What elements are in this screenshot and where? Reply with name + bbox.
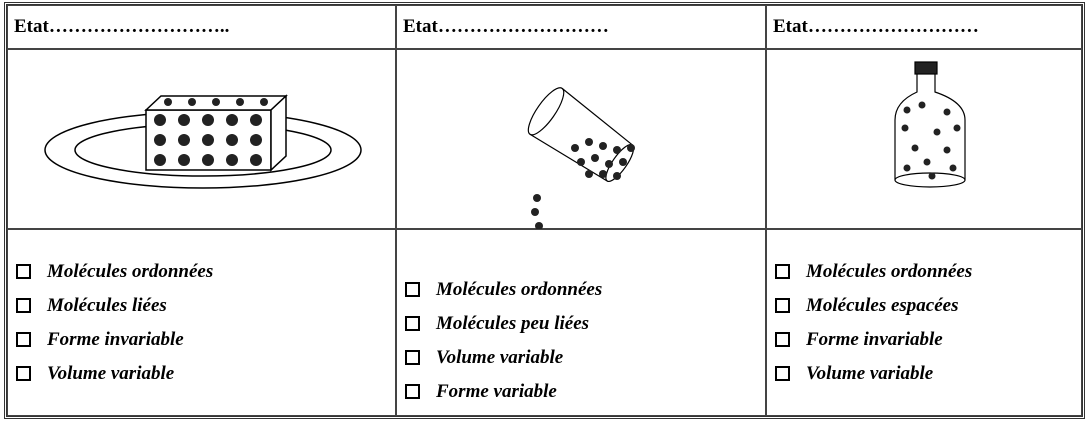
molecule bbox=[613, 172, 621, 180]
molecule bbox=[212, 98, 220, 106]
molecule bbox=[953, 124, 961, 132]
molecule bbox=[533, 194, 541, 202]
checkbox[interactable] bbox=[405, 316, 420, 331]
checkbox[interactable] bbox=[16, 298, 31, 313]
checkbox[interactable] bbox=[775, 366, 790, 381]
gas-illustration bbox=[894, 61, 966, 188]
molecule bbox=[178, 134, 190, 146]
option: Molécules espacées bbox=[775, 289, 1081, 323]
checkbox[interactable] bbox=[405, 384, 420, 399]
molecule bbox=[154, 154, 166, 166]
molecule bbox=[943, 108, 951, 116]
option: Forme invariable bbox=[775, 323, 1081, 357]
molecule bbox=[202, 114, 214, 126]
molecule bbox=[250, 154, 262, 166]
molecule bbox=[154, 134, 166, 146]
checkbox[interactable] bbox=[405, 282, 420, 297]
header-cell: Etat……………………….. bbox=[7, 5, 396, 49]
molecule bbox=[188, 98, 196, 106]
option: Volume variable bbox=[775, 357, 1081, 391]
molecule bbox=[901, 124, 909, 132]
molecule bbox=[613, 146, 621, 154]
option-label: Forme invariable bbox=[47, 328, 184, 350]
molecule bbox=[236, 98, 244, 106]
molecule bbox=[928, 172, 936, 180]
molecule bbox=[250, 114, 262, 126]
option: Volume variable bbox=[16, 357, 395, 391]
molecule bbox=[535, 222, 543, 230]
molecule bbox=[178, 154, 190, 166]
molecule bbox=[226, 134, 238, 146]
option: Volume variable bbox=[405, 341, 765, 375]
molecule bbox=[903, 106, 911, 114]
molecule bbox=[577, 158, 585, 166]
option-label: Volume variable bbox=[436, 346, 564, 368]
molecule bbox=[202, 154, 214, 166]
option-label: Molécules espacées bbox=[806, 294, 959, 316]
option-label: Molécules ordonnées bbox=[436, 278, 603, 300]
molecule bbox=[531, 208, 539, 216]
molecule bbox=[250, 134, 262, 146]
option-label: Molécules ordonnées bbox=[806, 260, 973, 282]
molecule bbox=[605, 160, 613, 168]
option: Forme invariable bbox=[16, 323, 395, 357]
gas-illustration-cell bbox=[766, 49, 1082, 229]
options-cell: Molécules ordonnées Molécules peu liées Vo… bbox=[396, 229, 766, 416]
molecule bbox=[154, 114, 166, 126]
molecule bbox=[226, 114, 238, 126]
liquid-illustration-cell bbox=[396, 49, 766, 230]
solid-illustration bbox=[44, 94, 362, 189]
checkbox[interactable] bbox=[775, 298, 790, 313]
molecule bbox=[911, 144, 919, 152]
molecule bbox=[164, 98, 172, 106]
checkbox[interactable] bbox=[16, 366, 31, 381]
option-label: Volume variable bbox=[47, 362, 175, 384]
checkbox[interactable] bbox=[16, 332, 31, 347]
molecule bbox=[933, 128, 941, 136]
molecule bbox=[226, 154, 238, 166]
molecule bbox=[571, 144, 579, 152]
header-cell: Etat……………………… bbox=[766, 5, 1082, 49]
option: Molécules liées bbox=[16, 289, 395, 323]
molecule bbox=[627, 144, 635, 152]
header-cell: Etat……………………… bbox=[396, 5, 766, 49]
molecule bbox=[918, 101, 926, 109]
options-cell: Molécules ordonnées Molécules liées Forme … bbox=[7, 229, 396, 416]
molecule bbox=[943, 146, 951, 154]
option-label: Molécules liées bbox=[47, 294, 167, 316]
molecule bbox=[619, 158, 627, 166]
option-label: Molécules ordonnées bbox=[47, 260, 214, 282]
option-label: Volume variable bbox=[806, 362, 934, 384]
option: Molécules ordonnées bbox=[16, 255, 395, 289]
molecule bbox=[591, 154, 599, 162]
option: Molécules ordonnées bbox=[775, 255, 1081, 289]
checkbox[interactable] bbox=[16, 264, 31, 279]
molecule bbox=[599, 170, 607, 178]
checkbox[interactable] bbox=[775, 332, 790, 347]
molecule bbox=[923, 158, 931, 166]
option-label: Forme variable bbox=[436, 380, 557, 402]
checkbox[interactable] bbox=[775, 264, 790, 279]
option: Molécules ordonnées bbox=[405, 273, 765, 307]
molecule bbox=[202, 134, 214, 146]
solid-illustration-cell bbox=[7, 49, 396, 229]
option-label: Forme invariable bbox=[806, 328, 943, 350]
liquid-illustration bbox=[527, 87, 635, 230]
molecule bbox=[260, 98, 268, 106]
option: Forme variable bbox=[405, 375, 765, 409]
molecule bbox=[599, 142, 607, 150]
table-grid: Etat……………………….. Etat……………………… Etat………………… bbox=[7, 5, 1082, 416]
molecule bbox=[903, 164, 911, 172]
molecule bbox=[178, 114, 190, 126]
option-label: Molécules peu liées bbox=[436, 312, 590, 334]
option: Molécules peu liées bbox=[405, 307, 765, 341]
worksheet-table: Etat……………………….. Etat……………………… Etat………………… bbox=[4, 2, 1085, 419]
checkbox[interactable] bbox=[405, 350, 420, 365]
options-cell: Molécules ordonnées Molécules espacées For… bbox=[766, 229, 1082, 416]
molecule bbox=[949, 164, 957, 172]
molecule bbox=[585, 138, 593, 146]
molecule bbox=[585, 170, 593, 178]
